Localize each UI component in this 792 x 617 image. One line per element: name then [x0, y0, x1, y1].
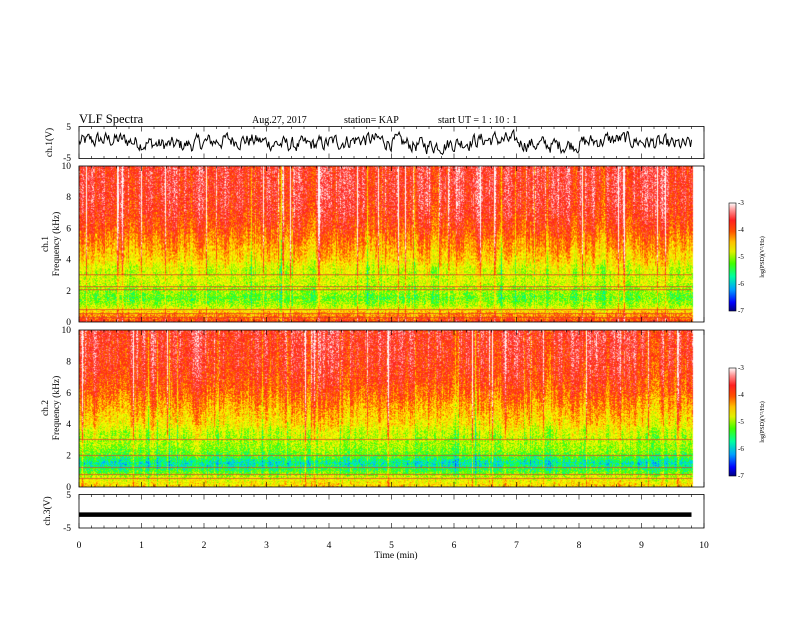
ch1-colorbar-label: log(PSD)(V²/Hz)	[759, 236, 766, 277]
ch2-colorbar-label: log(PSD)(V²/Hz)	[759, 401, 766, 442]
ch2-colorbar-scale	[728, 367, 737, 477]
ch2-cbar-tick-m5: -5	[738, 418, 744, 426]
time-tick-label: 9	[639, 541, 644, 551]
panel-ch1-spectrogram: 0 2 4 6 8 10 ch.1 Frequency (kHz)	[41, 162, 705, 328]
ch1-ytick-4: 4	[66, 256, 71, 266]
date-label: Aug.27, 2017	[252, 115, 307, 126]
ch2-cbar-tick-m6: -6	[738, 445, 744, 453]
ch3-waveform-ylabel: ch.3(V)	[42, 496, 53, 525]
ch1-ytick-0: 0	[66, 318, 71, 328]
ch2-ytick-2: 2	[66, 452, 71, 462]
ch1-ytick-10: 10	[62, 162, 72, 172]
ch1-cbar-tick-m4: -4	[738, 226, 744, 234]
ch3-ytick-top: 5	[66, 491, 71, 501]
ch1-frequency-axis-label: Frequency (kHz)	[51, 212, 62, 277]
ch1-ytick-6: 6	[66, 224, 71, 234]
time-tick-label: 10	[699, 541, 709, 551]
time-tick-label: 3	[264, 541, 269, 551]
ch2-ytick-4: 4	[66, 420, 71, 430]
ch1-waveform-trace	[78, 128, 692, 156]
figure-title: VLF Spectra	[79, 112, 144, 126]
ch1-cbar-tick-m7: -7	[738, 307, 744, 315]
ch1-ytick-8: 8	[66, 193, 71, 203]
ch1-spectrogram-ticks	[78, 166, 705, 322]
start-time-label: start UT = 1 : 10 : 1	[438, 115, 517, 126]
time-tick-label: 1	[139, 541, 144, 551]
ch1-spectrogram-ytick-labels: 0 2 4 6 8 10	[62, 162, 72, 328]
ch3-waveform-ticks	[78, 494, 705, 528]
ch2-spectrogram-ylabel: ch.2	[41, 400, 51, 416]
panel-ch2-spectrogram: 0 2 4 6 8 10 ch.2 Frequency (kHz)	[41, 326, 705, 493]
ch2-ytick-8: 8	[66, 357, 71, 367]
ch3-ytick-bottom: -5	[63, 524, 71, 534]
ch2-ytick-6: 6	[66, 389, 71, 399]
ch1-spectrogram-ylabel: ch.1	[41, 236, 51, 252]
time-tick-label: 6	[452, 541, 457, 551]
time-axis: 0 1 2 3 4 5 6 7 8 9 10	[77, 541, 709, 551]
station-label: station= KAP	[344, 115, 399, 126]
time-tick-label: 5	[389, 541, 394, 551]
ch2-cbar-tick-m3: -3	[738, 364, 744, 372]
ch2-cbar-tick-m7: -7	[738, 472, 744, 480]
ch1-ytick-bottom: -5	[63, 154, 71, 164]
ch1-ytick-2: 2	[66, 287, 71, 297]
ch2-colorbar: -3 -4 -5 -6 -7 log(PSD)(V²/Hz)	[728, 364, 766, 480]
ch1-cbar-tick-m5: -5	[738, 253, 744, 261]
time-tick-label: 0	[77, 541, 82, 551]
ch1-colorbar-scale	[728, 202, 737, 312]
time-tick-label: 8	[577, 541, 582, 551]
ch2-frequency-axis-label: Frequency (kHz)	[51, 376, 62, 441]
ch1-spectrogram-image	[79, 166, 704, 322]
panel-ch3-waveform: 5 -5 ch.3(V)	[42, 491, 705, 534]
ch1-cbar-tick-m6: -6	[738, 280, 744, 288]
ch1-colorbar: -3 -4 -5 -6 -7 log(PSD)(V²/Hz)	[728, 199, 766, 315]
time-axis-label: Time (min)	[374, 550, 417, 561]
time-tick-label: 7	[514, 541, 519, 551]
ch1-cbar-tick-m3: -3	[738, 199, 744, 207]
ch2-spectrogram-image	[79, 330, 704, 487]
ch2-spectrogram-ticks	[78, 330, 705, 487]
ch1-noise-trace	[78, 128, 692, 156]
time-tick-label: 4	[327, 541, 332, 551]
ch1-waveform-ylabel: ch.1(V)	[44, 128, 55, 157]
figure-header: VLF Spectra Aug.27, 2017 station= KAP st…	[79, 112, 517, 126]
ch2-ytick-0: 0	[66, 483, 71, 493]
ch1-waveform-ticks	[78, 126, 705, 159]
time-tick-label: 2	[202, 541, 207, 551]
ch2-cbar-tick-m4: -4	[738, 391, 744, 399]
panel-ch1-waveform: 5 -5 ch.1(V)	[44, 123, 705, 164]
ch2-ytick-10: 10	[62, 326, 72, 336]
ch2-spectrogram-ytick-labels: 0 2 4 6 8 10	[62, 326, 72, 493]
ch1-ytick-top: 5	[66, 123, 71, 133]
ch3-waveform-frame	[78, 494, 705, 529]
